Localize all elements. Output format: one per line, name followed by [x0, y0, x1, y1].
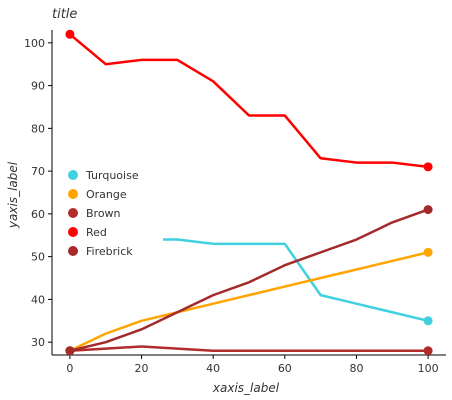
legend-swatch-turquoise: [68, 170, 78, 180]
legend-label-orange: Orange: [86, 188, 127, 201]
series-line-orange: [69, 251, 429, 352]
legend-swatch-red: [68, 227, 78, 237]
point-firebrick-10: [423, 205, 433, 215]
legend: Turquoise Orange Brown Red Firebrick: [58, 160, 163, 258]
legend-item-brown: Brown: [68, 207, 121, 220]
legend-item-turquoise: Turquoise: [68, 169, 139, 182]
series-red: [65, 29, 433, 172]
x-tick-label-2: 40: [206, 362, 220, 375]
legend-label-turquoise: Turquoise: [85, 169, 139, 182]
x-tick-label-5: 100: [418, 362, 439, 375]
series-orange: [65, 247, 433, 356]
x-tick-label-1: 20: [135, 362, 149, 375]
y-tick-label-1: 40: [31, 293, 45, 306]
legend-item-red: Red: [68, 226, 107, 239]
y-tick-label-2: 50: [31, 251, 45, 264]
legend-label-firebrick: Firebrick: [86, 245, 133, 258]
x-tick-label-0: 0: [66, 362, 73, 375]
series-brown: [65, 345, 433, 356]
legend-swatch-orange: [68, 189, 78, 199]
point-red-10: [423, 162, 433, 172]
y-tick-label-0: 30: [31, 336, 45, 349]
legend-item-firebrick: Firebrick: [68, 245, 133, 258]
series-line-firebrick: [69, 208, 429, 352]
y-tick-label-7: 100: [24, 37, 45, 50]
legend-label-brown: Brown: [86, 207, 121, 220]
legend-swatch-firebrick: [68, 246, 78, 256]
x-tick-label-3: 60: [278, 362, 292, 375]
point-firebrick-0: [65, 346, 75, 356]
legend-label-red: Red: [86, 226, 107, 239]
series-firebrick: [65, 205, 433, 356]
series-line-brown: [69, 345, 429, 352]
point-orange-10: [423, 247, 433, 257]
y-tick-label-6: 90: [31, 80, 45, 93]
y-tick-label-3: 60: [31, 208, 45, 221]
y-tick-label-4: 70: [31, 165, 45, 178]
axes: 0 20 40 60 80 100 30 40 50 60 70 80 90 100: [24, 30, 446, 375]
y-axis-title: yaxis_label: [6, 161, 20, 229]
point-red-0: [65, 29, 75, 39]
series-line-red: [69, 33, 429, 169]
x-axis-title: xaxis_label: [212, 381, 280, 395]
point-turquoise-10: [423, 316, 433, 326]
chart-title: title: [52, 7, 77, 22]
y-tick-label-5: 80: [31, 122, 45, 135]
legend-swatch-brown: [68, 208, 78, 218]
x-tick-label-4: 80: [349, 362, 363, 375]
point-brown-10: [423, 346, 433, 356]
legend-item-orange: Orange: [68, 188, 127, 201]
